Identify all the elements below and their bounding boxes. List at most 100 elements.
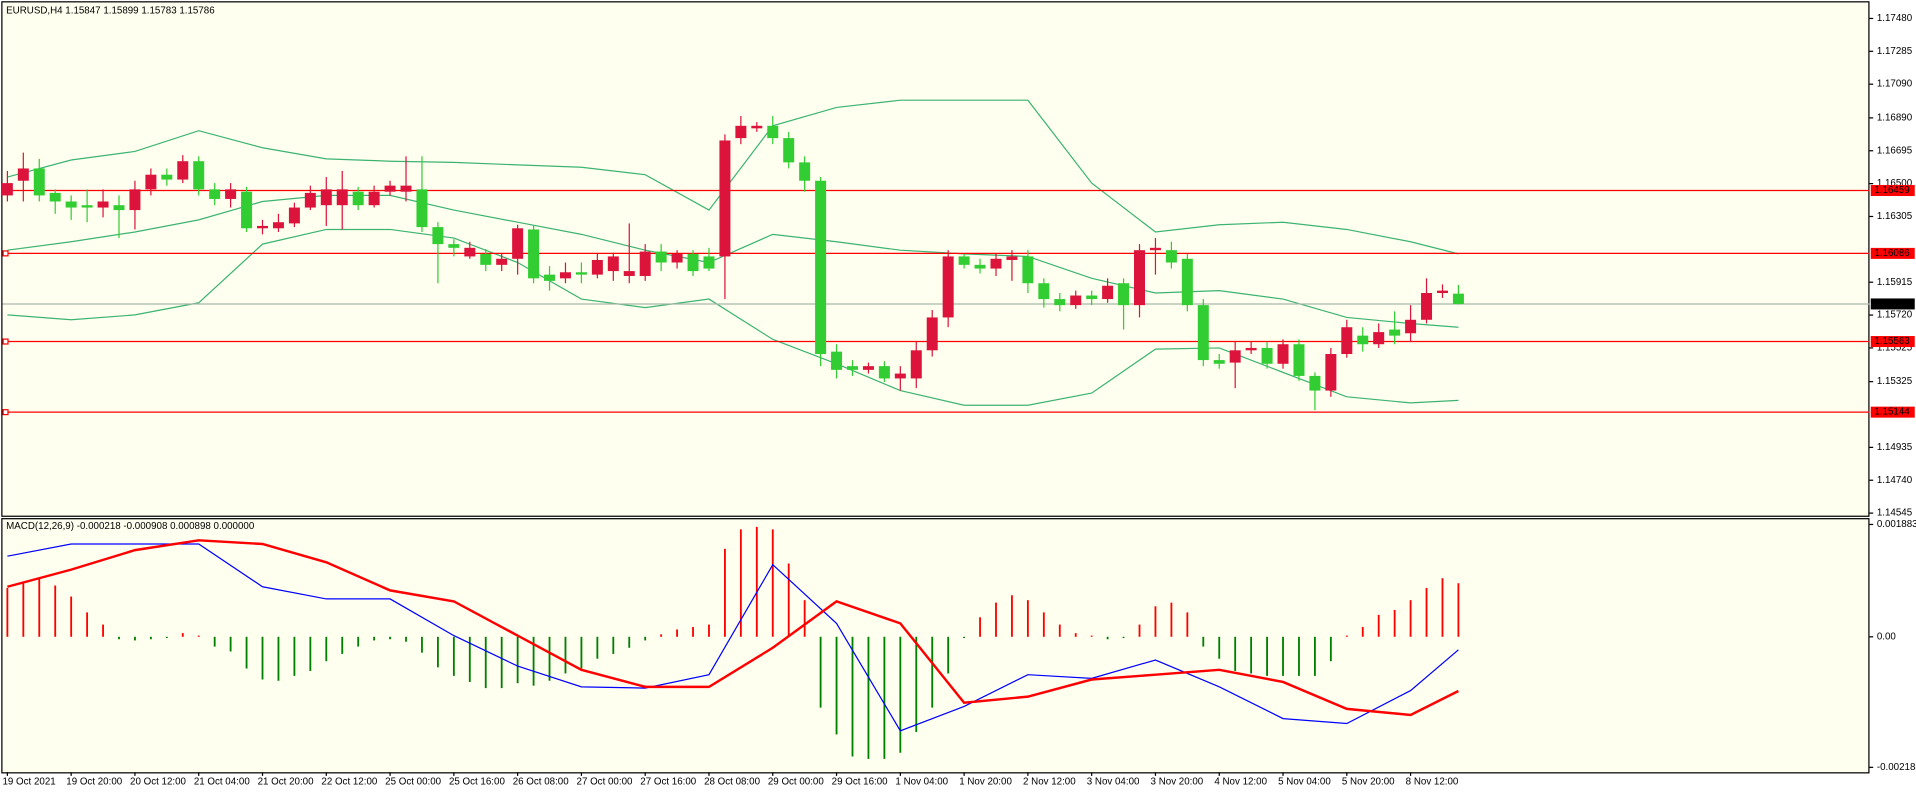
x-tick-label: 28 Oct 08:00 xyxy=(704,777,760,788)
candle-body xyxy=(384,185,396,192)
candle-body xyxy=(288,207,300,224)
candle-body xyxy=(177,161,189,180)
candle-body xyxy=(352,191,364,206)
level-label: 1.16459 xyxy=(1874,185,1909,196)
x-tick-label: 5 Nov 20:00 xyxy=(1342,777,1395,788)
candle-body xyxy=(336,189,348,206)
candle-body xyxy=(49,192,61,202)
candle-body xyxy=(1181,258,1193,306)
candle-body xyxy=(990,258,1002,269)
candle-body xyxy=(1405,319,1417,334)
y-tick-label: 0.00 xyxy=(1877,631,1897,642)
candle-body xyxy=(1309,375,1321,391)
level-label: 1.16086 xyxy=(1874,248,1909,259)
candle-body xyxy=(17,168,29,181)
candle-body xyxy=(910,350,922,379)
candle-body xyxy=(671,253,683,263)
candle-body xyxy=(703,256,715,269)
x-tick-label: 5 Nov 04:00 xyxy=(1278,777,1331,788)
candle-body xyxy=(894,373,906,379)
x-tick-label: 1 Nov 04:00 xyxy=(895,777,948,788)
x-tick-label: 26 Oct 08:00 xyxy=(513,777,569,788)
candle-body xyxy=(591,259,603,275)
candle-body xyxy=(1421,292,1433,320)
candle-body xyxy=(878,366,890,379)
candle-body xyxy=(320,189,332,206)
level-label-box xyxy=(1870,247,1915,259)
candle-body xyxy=(1070,295,1082,306)
x-tick-label: 19 Oct 20:00 xyxy=(66,777,122,788)
candle-body xyxy=(942,256,954,318)
macd-legend: MACD(12,26,9) -0.000218 -0.000908 0.0008… xyxy=(6,521,255,532)
y-tick-label: 1.14935 xyxy=(1877,442,1913,453)
candle-body xyxy=(544,274,556,281)
candle-body xyxy=(368,191,380,206)
y-tick-label: 1.15325 xyxy=(1877,376,1913,387)
y-tick-label: 1.17285 xyxy=(1877,46,1913,57)
candle-body xyxy=(241,191,253,229)
candle-body xyxy=(767,125,779,139)
candle-body xyxy=(161,174,173,180)
candle-body xyxy=(1054,299,1066,306)
candle-body xyxy=(559,272,571,279)
candle-body xyxy=(145,174,157,190)
candle-body xyxy=(1038,283,1050,300)
y-tick-label: 1.16305 xyxy=(1877,211,1913,222)
y-tick-label: 1.16890 xyxy=(1877,112,1913,123)
candle-body xyxy=(81,205,93,208)
y-tick-label: 1.15915 xyxy=(1877,277,1913,288)
candle-body xyxy=(831,351,843,370)
candle-body xyxy=(862,366,874,370)
price-panel xyxy=(1,1,1870,517)
y-tick-label: 1.14545 xyxy=(1877,508,1913,519)
candle-body xyxy=(926,317,938,351)
x-tick-label: 19 Oct 2021 xyxy=(2,777,55,788)
y-tick-label: 1.15720 xyxy=(1877,310,1913,321)
level-label-box xyxy=(1870,406,1915,418)
y-tick-label: 0.001883 xyxy=(1877,519,1916,530)
candle-body xyxy=(448,244,460,248)
candle-body xyxy=(1149,247,1161,251)
level-label: 1.15563 xyxy=(1874,336,1909,347)
x-tick-label: 3 Nov 20:00 xyxy=(1151,777,1204,788)
y-tick-label: 1.16695 xyxy=(1877,145,1913,156)
candle-body xyxy=(575,272,587,275)
y-tick-label: 1.14740 xyxy=(1877,475,1913,486)
candle-body xyxy=(1197,305,1209,361)
candle-body xyxy=(735,125,747,139)
candle-body xyxy=(113,205,125,211)
price-legend: EURUSD,H4 1.15847 1.15899 1.15783 1.1578… xyxy=(6,6,214,17)
candle-body xyxy=(1277,344,1289,364)
x-tick-label: 27 Oct 16:00 xyxy=(640,777,696,788)
candle-body xyxy=(257,225,269,229)
x-tick-label: 2 Nov 12:00 xyxy=(1023,777,1076,788)
candle-body xyxy=(432,227,444,245)
candle-body xyxy=(225,189,237,199)
candle-body xyxy=(400,185,412,192)
candle-body xyxy=(1022,256,1034,284)
candle-body xyxy=(1006,256,1018,260)
candle-body xyxy=(1,183,13,196)
candle-body xyxy=(193,161,205,190)
candle-body xyxy=(1373,332,1385,345)
candle-body xyxy=(815,180,827,355)
candle-body xyxy=(1293,344,1305,376)
indicator-line xyxy=(7,99,1459,255)
indicator-line xyxy=(7,543,1459,732)
candle-body xyxy=(1102,285,1114,300)
candle-body xyxy=(1389,329,1401,336)
level-label-box xyxy=(1870,185,1915,197)
candle-body xyxy=(1436,290,1448,293)
x-tick-label: 25 Oct 00:00 xyxy=(385,777,441,788)
level-handle xyxy=(2,338,9,345)
candle-body xyxy=(607,256,619,272)
x-tick-label: 27 Oct 00:00 xyxy=(577,777,633,788)
candle-body xyxy=(799,162,811,181)
candle-body xyxy=(1245,347,1257,351)
candle-body xyxy=(416,189,428,228)
x-tick-label: 1 Nov 20:00 xyxy=(959,777,1012,788)
level-label-box xyxy=(1870,336,1915,348)
candle-body xyxy=(1261,347,1273,364)
x-tick-label: 8 Nov 12:00 xyxy=(1406,777,1459,788)
indicator-line xyxy=(7,539,1459,717)
